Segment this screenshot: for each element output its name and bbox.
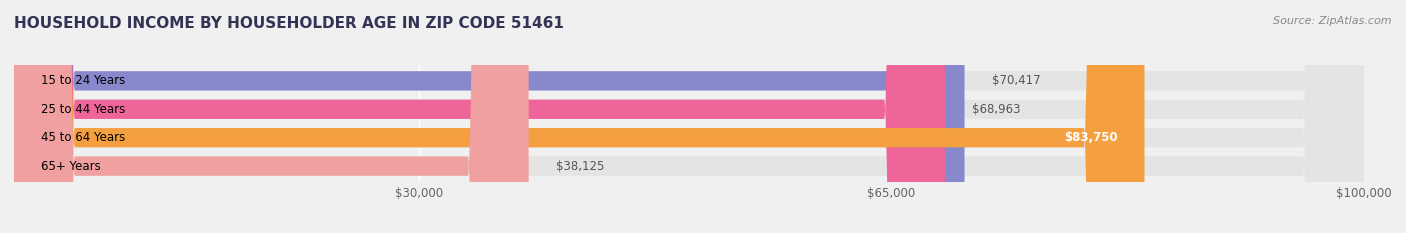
Text: 25 to 44 Years: 25 to 44 Years (41, 103, 125, 116)
Text: 15 to 24 Years: 15 to 24 Years (41, 74, 125, 87)
FancyBboxPatch shape (14, 0, 529, 233)
Text: 65+ Years: 65+ Years (41, 160, 101, 173)
Text: 45 to 64 Years: 45 to 64 Years (41, 131, 125, 144)
Text: $68,963: $68,963 (972, 103, 1021, 116)
Text: Source: ZipAtlas.com: Source: ZipAtlas.com (1274, 16, 1392, 26)
FancyBboxPatch shape (14, 0, 1364, 233)
Text: HOUSEHOLD INCOME BY HOUSEHOLDER AGE IN ZIP CODE 51461: HOUSEHOLD INCOME BY HOUSEHOLDER AGE IN Z… (14, 16, 564, 31)
Text: $38,125: $38,125 (555, 160, 605, 173)
FancyBboxPatch shape (14, 0, 1364, 233)
FancyBboxPatch shape (14, 0, 945, 233)
FancyBboxPatch shape (14, 0, 1144, 233)
FancyBboxPatch shape (14, 0, 965, 233)
Text: $83,750: $83,750 (1064, 131, 1118, 144)
FancyBboxPatch shape (14, 0, 1364, 233)
FancyBboxPatch shape (14, 0, 1364, 233)
Text: $70,417: $70,417 (991, 74, 1040, 87)
